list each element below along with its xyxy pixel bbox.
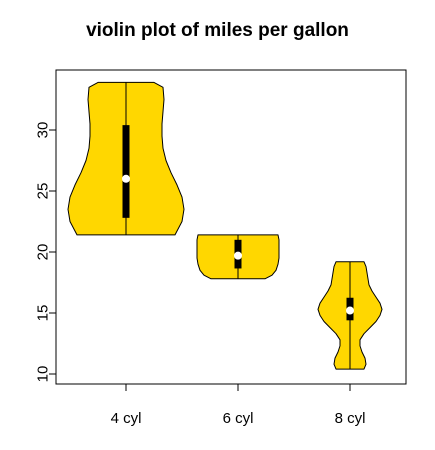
y-axis: 10 15 20 25 30 <box>35 122 56 383</box>
y-tick-label: 15 <box>35 305 52 322</box>
x-tick-label: 8 cyl <box>335 410 366 427</box>
violins-layer <box>67 81 383 370</box>
violin-4-cyl <box>67 81 185 236</box>
violin-6-cyl <box>196 234 280 280</box>
y-tick-label: 25 <box>35 183 52 200</box>
x-axis: 4 cyl 6 cyl 8 cyl <box>111 384 366 427</box>
plot-frame <box>55 69 407 385</box>
x-tick-label: 6 cyl <box>223 410 254 427</box>
violin-iqr-box <box>122 125 130 218</box>
y-tick-label: 10 <box>35 366 52 383</box>
violin-median-point <box>234 251 242 260</box>
violin-median-point <box>346 306 354 315</box>
chart-title: violin plot of miles per gallon <box>86 20 349 41</box>
violin-8-cyl <box>317 261 383 370</box>
violin-median-point <box>122 174 130 183</box>
x-tick-label: 4 cyl <box>111 410 142 427</box>
y-tick-label: 20 <box>35 244 52 261</box>
y-tick-label: 30 <box>35 122 52 139</box>
